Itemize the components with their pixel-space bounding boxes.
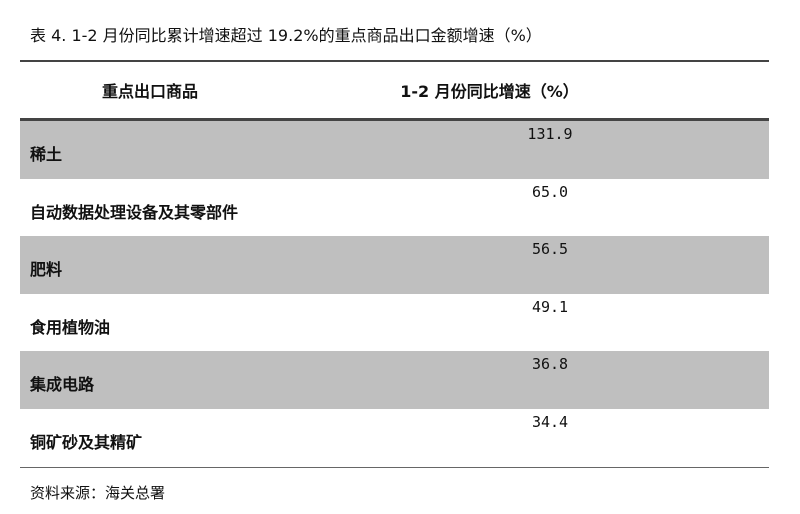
growth-value: 56.5 bbox=[531, 240, 569, 259]
table-row: 铜矿砂及其精矿 34.4 bbox=[20, 409, 769, 467]
table-row: 稀土 131.9 bbox=[20, 121, 769, 179]
product-name: 自动数据处理设备及其零部件 bbox=[30, 202, 239, 222]
table-row: 肥料 56.5 bbox=[20, 236, 769, 294]
header-growth: 1-2 月份同比增速（%） bbox=[400, 82, 579, 101]
growth-value: 49.1 bbox=[531, 297, 569, 316]
product-name: 食用植物油 bbox=[30, 317, 111, 337]
bottom-rule bbox=[20, 466, 769, 468]
table-row: 自动数据处理设备及其零部件 65.0 bbox=[20, 179, 769, 237]
product-name: 稀土 bbox=[30, 145, 63, 164]
export-table: 重点出口商品 1-2 月份同比增速（%） 稀土 131.9 自动数据处理设备及其零部… bbox=[20, 60, 769, 468]
growth-value: 131.9 bbox=[527, 125, 573, 143]
table-row: 集成电路 36.8 bbox=[20, 351, 769, 409]
growth-value: 36.8 bbox=[531, 355, 569, 374]
table-header: 重点出口商品 1-2 月份同比增速（%） bbox=[20, 62, 769, 121]
growth-value: 34.4 bbox=[531, 412, 569, 431]
product-name: 集成电路 bbox=[30, 375, 95, 395]
product-name: 铜矿砂及其精矿 bbox=[30, 432, 143, 452]
product-name: 肥料 bbox=[30, 260, 63, 280]
growth-value: 65.0 bbox=[531, 182, 569, 201]
table-row: 食用植物油 49.1 bbox=[20, 294, 769, 352]
header-product: 重点出口商品 bbox=[102, 82, 199, 101]
table-title: 表 4. 1-2 月份同比累计增速超过 19.2%的重点商品出口金额增速（%） bbox=[30, 26, 542, 45]
source-note: 资料来源：海关总署 bbox=[30, 484, 166, 502]
